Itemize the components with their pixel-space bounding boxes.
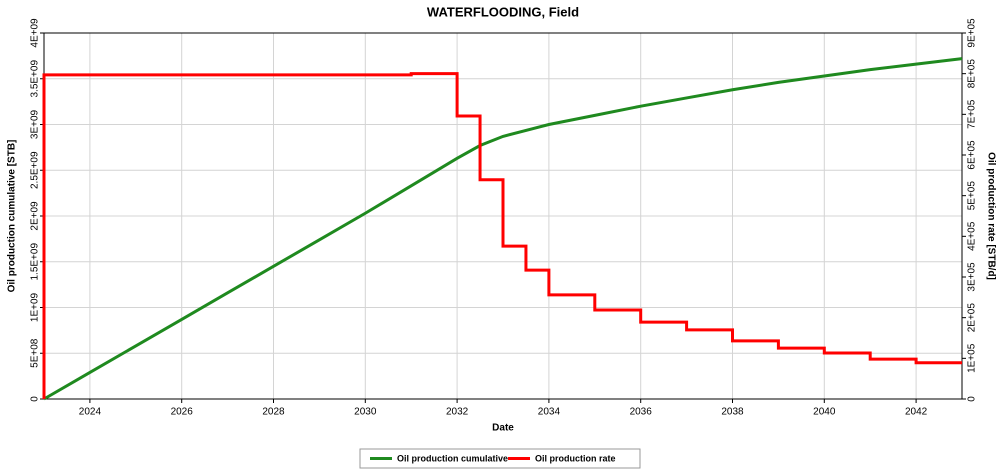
x-tick-label: 2034: [538, 407, 561, 418]
y2-tick-label: 2E+05: [967, 303, 978, 333]
y-tick-label: 5E+08: [30, 338, 41, 368]
x-tick-label: 2028: [262, 407, 285, 418]
y-tick-label: 2.5E+09: [30, 151, 41, 189]
legend-label: Oil production cumulative: [397, 453, 508, 463]
x-tick-label: 2040: [813, 407, 836, 418]
x-tick-label: 2042: [905, 407, 928, 418]
y2-tick-label: 6E+05: [967, 140, 978, 170]
y2-tick-label: 8E+05: [967, 59, 978, 89]
x-tick-label: 2032: [446, 407, 469, 418]
x-tick-label: 2024: [79, 407, 102, 418]
y2-tick-label: 4E+05: [967, 221, 978, 251]
y2-tick-label: 0: [967, 396, 978, 402]
x-tick-label: 2026: [171, 407, 194, 418]
y2-tick-label: 1E+05: [967, 343, 978, 373]
chart-title: WATERFLOODING, Field: [427, 4, 579, 19]
series-line: [43, 57, 963, 401]
x-axis-label: Date: [492, 423, 514, 434]
y-tick-label: 2E+09: [30, 201, 41, 231]
legend-box: [359, 448, 641, 469]
x-tick-label: 2030: [354, 407, 377, 418]
x-tick-label: 2038: [721, 407, 744, 418]
y2-tick-label: 7E+05: [967, 99, 978, 129]
y-tick-label: 0: [30, 396, 41, 402]
y-tick-label: 3.5E+09: [30, 60, 41, 98]
legend-label: Oil production rate: [535, 453, 616, 463]
series-line: [42, 72, 962, 399]
y2-tick-label: 9E+05: [967, 18, 978, 48]
x-tick-label: 2036: [630, 407, 653, 418]
y-tick-label: 1E+09: [30, 292, 41, 322]
y-axis-label: Oil production cumulative [STB]: [7, 140, 18, 293]
y-tick-label: 4E+09: [30, 18, 41, 48]
y2-tick-label: 3E+05: [967, 262, 978, 292]
y2-tick-label: 5E+05: [967, 181, 978, 211]
y2-axis-label: Oil production rate [STB/d]: [985, 152, 996, 280]
y-tick-label: 3E+09: [30, 109, 41, 139]
y-tick-label: 1.5E+09: [30, 243, 41, 281]
